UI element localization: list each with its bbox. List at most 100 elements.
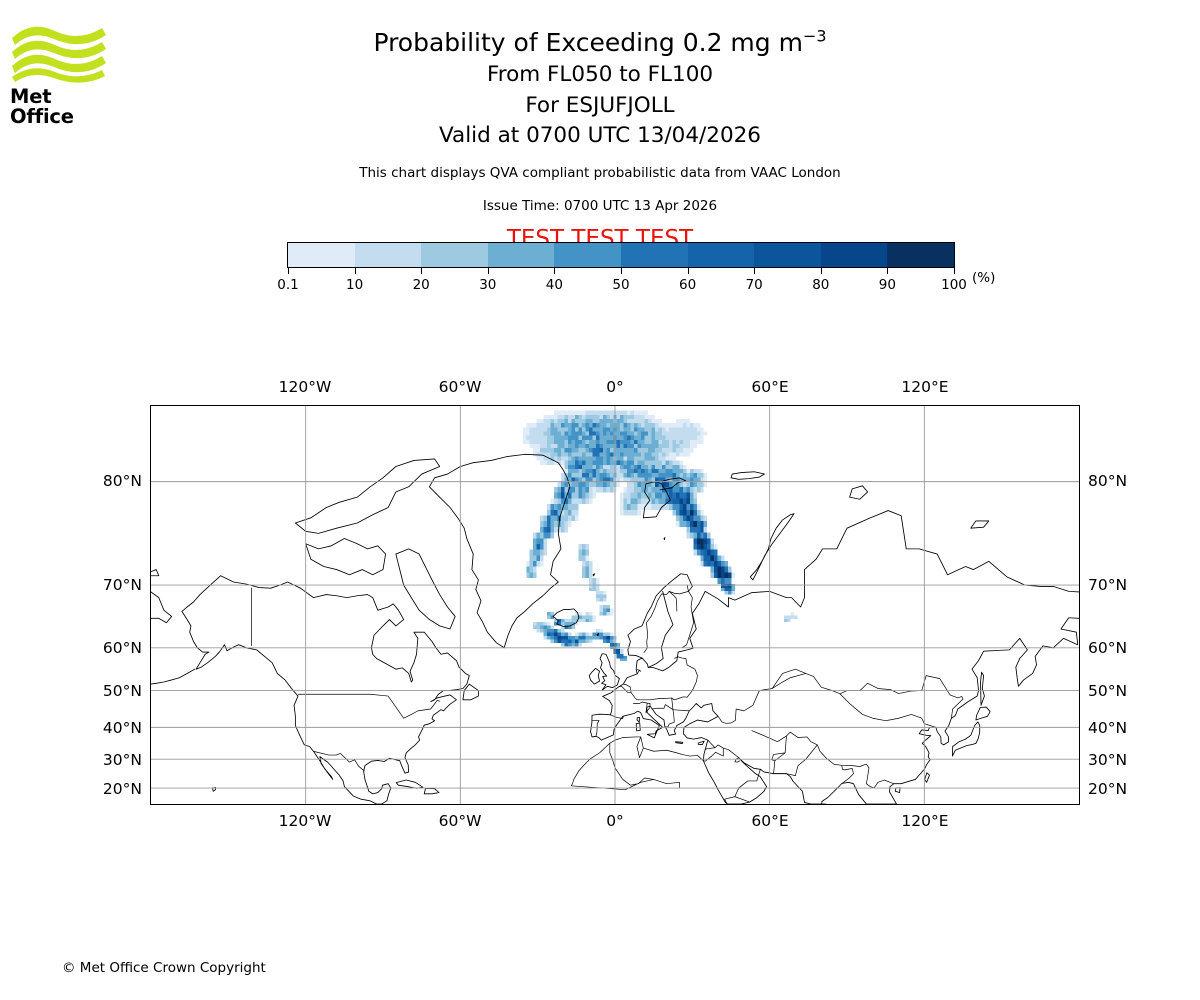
ash-probability-cell [568,639,572,643]
ash-probability-cell [585,639,589,643]
ash-probability-cell [585,439,589,444]
ash-probability-cell [651,431,656,436]
ash-probability-cell [571,618,575,623]
ash-probability-cell [623,427,628,432]
country-border-path [297,693,441,719]
ash-probability-cell [682,477,687,482]
ash-probability-cell [599,414,603,420]
ash-probability-cell [644,410,649,415]
ash-probability-cell [574,487,579,493]
ash-probability-cell [568,487,572,493]
ash-probability-cell [637,464,642,469]
ash-probability-cell [655,487,659,493]
ash-probability-cell [602,427,607,432]
ash-probability-cell [609,427,614,432]
ash-probability-cell [707,549,711,556]
ash-probability-cell [599,611,603,616]
ash-probability-cell [644,456,649,461]
ash-probability-cell [686,452,690,457]
coastline-path [305,538,387,576]
ash-probability-cell [616,448,621,453]
ash-probability-cell [554,435,558,440]
colorbar-tick-label-20: 20 [412,277,430,293]
ash-probability-cell [630,509,635,516]
ash-probability-cell [526,561,530,567]
ash-probability-cell [609,473,614,478]
ash-probability-cell [641,435,645,440]
ash-probability-cell [703,538,708,544]
ash-probability-cell [616,427,621,432]
ash-probability-cell [616,473,621,478]
ash-probability-cell [543,532,548,539]
ash-probability-cell [641,460,645,465]
ash-probability-cell [568,431,572,436]
ash-probability-cell [588,578,593,584]
ash-probability-cell [620,509,624,516]
ash-probability-cell [592,435,596,440]
ash-probability-cell [581,460,586,465]
ash-probability-cell [679,481,683,488]
ash-probability-cell [689,435,694,440]
ash-probability-cell [675,423,680,428]
ash-probability-cell [641,423,645,428]
ash-probability-cell [581,481,586,488]
ash-probability-cell [700,561,704,567]
ash-probability-cell [644,498,649,505]
map-plot-area[interactable] [150,405,1080,805]
ash-probability-cell [578,498,582,505]
ash-probability-cell [581,492,586,499]
ash-probability-cell [581,618,586,623]
ash-probability-cell [686,492,690,499]
ash-probability-cell [592,431,596,436]
ash-probability-cell [658,431,662,436]
colorbar-tick-20 [421,268,423,274]
ash-probability-cell [564,456,569,461]
ash-probability-cell [574,435,579,440]
ash-probability-cell [714,566,718,573]
colorbar-tick-100 [954,268,955,274]
ash-probability-cell [700,543,704,550]
ash-probability-cell [578,543,582,550]
ash-probability-cell [557,431,562,436]
ash-probability-cell [581,456,586,461]
ash-probability-cell [627,468,631,474]
ash-probability-cell [655,419,659,424]
ash-probability-cell [661,435,666,440]
ash-probability-cell [595,423,600,428]
ash-probability-cell [686,448,690,453]
ash-probability-cell [606,427,610,432]
ash-probability-cell [557,622,562,626]
ash-probability-cell [554,439,558,444]
ash-probability-cell [651,443,656,449]
ash-probability-cell [599,477,603,482]
ash-probability-cell [557,448,562,453]
ash-probability-cell [721,583,725,588]
ash-probability-cell [554,632,558,637]
ash-probability-cell [682,492,687,499]
ash-probability-cell [710,549,715,556]
ash-probability-cell [564,435,569,440]
ash-probability-cell [672,460,676,465]
ash-probability-cell [599,598,603,602]
ash-probability-cell [578,549,582,556]
coastline-path [627,573,693,659]
ash-probability-cell [627,477,631,482]
met-office-logo: Met Office [10,22,120,126]
colorbar-band-6 [687,243,755,267]
ash-probability-cell [581,427,586,432]
ash-probability-cell [522,435,527,440]
ash-probability-cell [609,636,614,640]
ash-probability-cell [568,498,572,505]
ash-probability-cell [547,521,551,527]
ash-probability-cell [585,423,589,428]
ash-probability-cell [707,538,711,544]
ash-probability-cell [609,452,614,457]
ash-probability-cell [599,481,603,488]
lon-tick-top-0°: 0° [606,378,624,396]
ash-probability-cell [564,431,569,436]
ash-probability-cell [665,435,669,440]
ash-probability-cell [574,427,579,432]
ash-probability-cell [543,456,548,461]
ash-probability-cell [595,594,600,599]
ash-probability-cell [561,439,565,444]
